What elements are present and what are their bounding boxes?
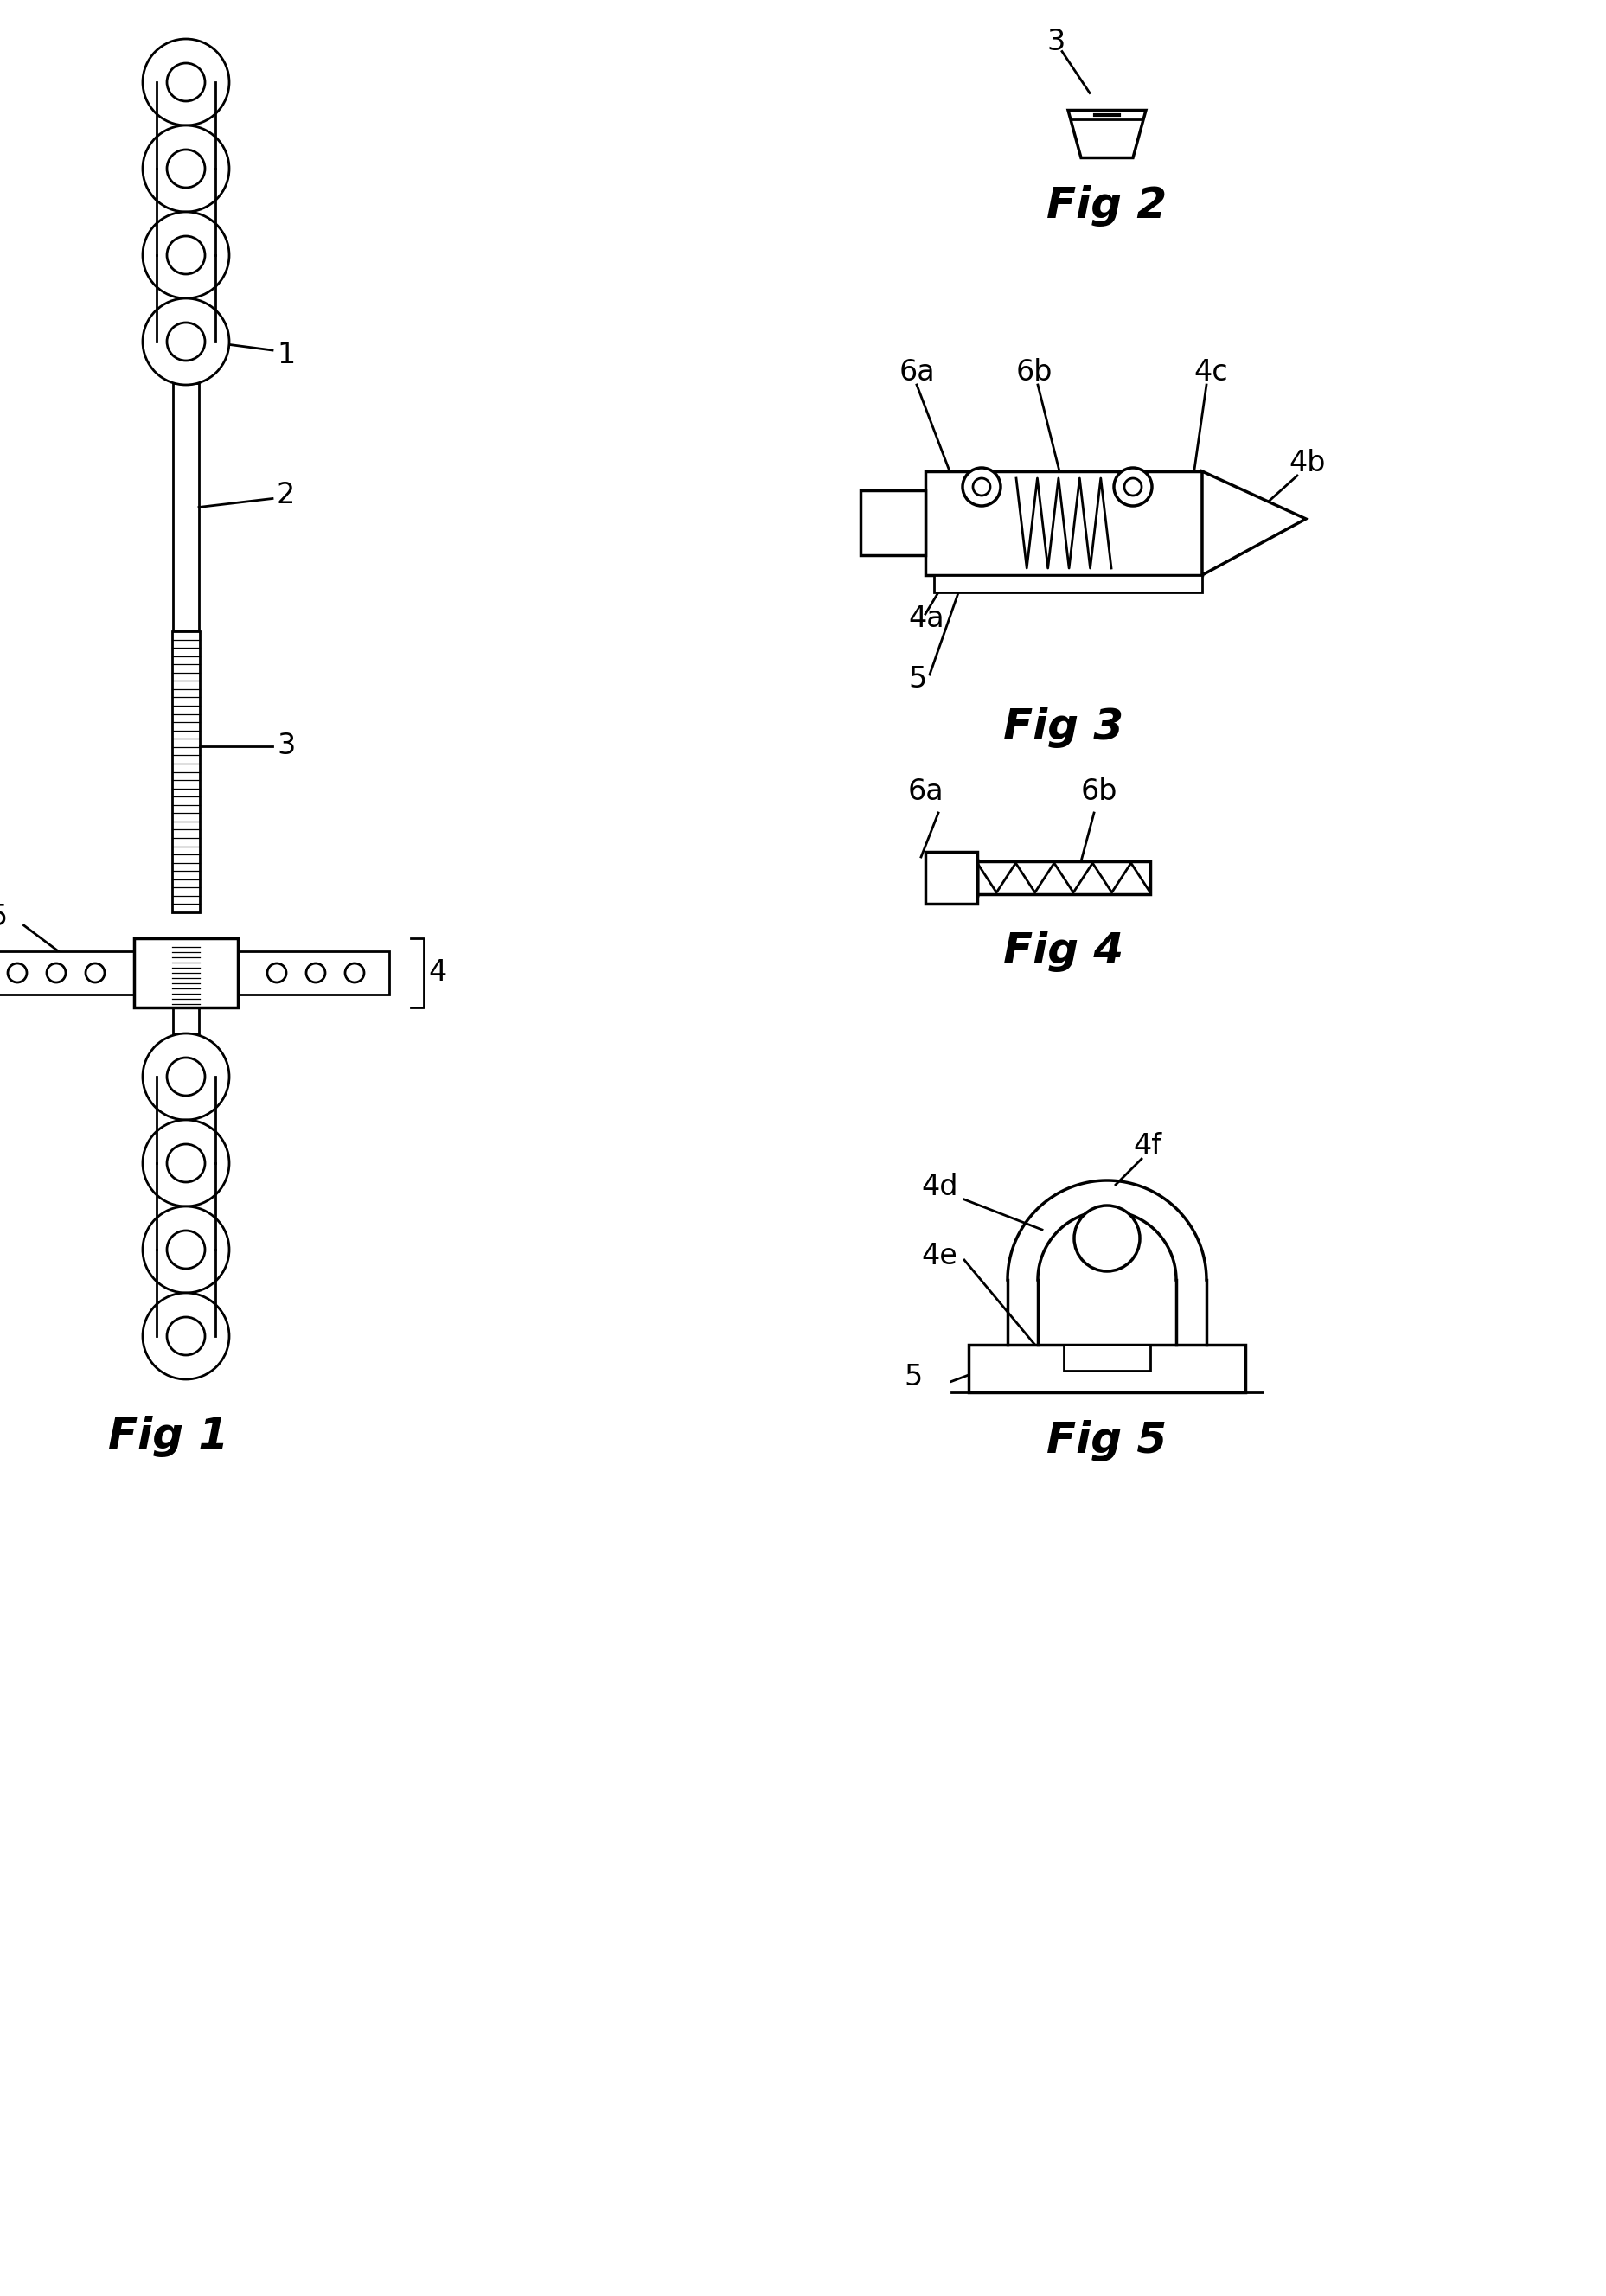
Circle shape: [143, 1205, 230, 1293]
Circle shape: [167, 1058, 206, 1095]
Bar: [156, 80, 215, 170]
Text: 4c: 4c: [1193, 358, 1227, 386]
Text: Fig 4: Fig 4: [1004, 930, 1123, 971]
Text: 1: 1: [276, 340, 296, 370]
Circle shape: [167, 236, 206, 273]
Polygon shape: [1201, 471, 1306, 574]
Circle shape: [1113, 468, 1152, 505]
Circle shape: [167, 62, 206, 101]
Circle shape: [167, 1231, 206, 1270]
Bar: [976, 861, 1150, 893]
Text: 5: 5: [903, 1364, 922, 1391]
Text: Fig 1: Fig 1: [109, 1417, 228, 1458]
Bar: [156, 1249, 215, 1339]
Circle shape: [962, 468, 1001, 505]
Text: Fig 3: Fig 3: [1004, 707, 1123, 748]
Bar: [1063, 1345, 1150, 1371]
Bar: [925, 852, 976, 905]
Circle shape: [167, 1143, 206, 1182]
Bar: [156, 253, 215, 344]
Polygon shape: [1068, 110, 1145, 158]
Text: 3: 3: [1046, 28, 1065, 55]
Bar: [156, 1075, 215, 1164]
Circle shape: [267, 964, 286, 983]
Bar: [0, 951, 133, 994]
Circle shape: [143, 211, 230, 298]
Text: 4b: 4b: [1288, 448, 1325, 478]
Circle shape: [143, 298, 230, 386]
Text: 4e: 4e: [920, 1242, 957, 1270]
Bar: [172, 631, 199, 912]
Bar: [173, 1008, 199, 1033]
Circle shape: [143, 126, 230, 211]
Bar: [156, 168, 215, 257]
Circle shape: [345, 964, 365, 983]
Bar: [173, 383, 199, 631]
Text: 4a: 4a: [907, 604, 944, 634]
Circle shape: [307, 964, 324, 983]
Bar: [133, 939, 238, 1008]
Circle shape: [143, 39, 230, 126]
Circle shape: [167, 149, 206, 188]
Text: 5: 5: [0, 902, 8, 932]
Bar: [156, 1162, 215, 1251]
Text: 6a: 6a: [907, 778, 944, 806]
Text: 2: 2: [276, 480, 296, 510]
Bar: [238, 951, 389, 994]
Text: Fig 5: Fig 5: [1046, 1419, 1166, 1463]
Circle shape: [143, 1293, 230, 1380]
Circle shape: [8, 964, 27, 983]
Circle shape: [167, 321, 206, 360]
Bar: [933, 574, 1201, 592]
Circle shape: [972, 478, 989, 496]
Text: 4d: 4d: [920, 1173, 957, 1201]
Bar: [861, 491, 925, 556]
Text: 6b: 6b: [1081, 778, 1118, 806]
Circle shape: [167, 1318, 206, 1355]
Text: 6a: 6a: [899, 358, 935, 386]
Circle shape: [1073, 1205, 1139, 1272]
Text: Fig 2: Fig 2: [1046, 186, 1166, 227]
Circle shape: [85, 964, 104, 983]
Circle shape: [143, 1033, 230, 1120]
Text: 3: 3: [276, 732, 296, 760]
Circle shape: [143, 1120, 230, 1205]
Text: 6b: 6b: [1015, 358, 1052, 386]
Circle shape: [47, 964, 66, 983]
Bar: [968, 1345, 1245, 1391]
Text: 4: 4: [427, 960, 446, 987]
Text: 4f: 4f: [1132, 1132, 1161, 1159]
Bar: [925, 471, 1201, 574]
Text: 5: 5: [907, 666, 927, 693]
Circle shape: [1124, 478, 1140, 496]
